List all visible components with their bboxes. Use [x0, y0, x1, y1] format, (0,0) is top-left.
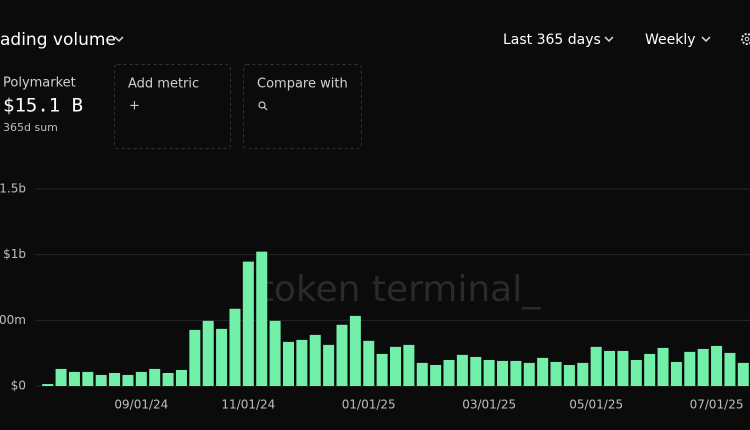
- y-tick-label: $1.5b: [0, 182, 26, 196]
- bar: [577, 362, 589, 386]
- y-tick-label: 00m: [0, 313, 26, 327]
- add-metric-card[interactable]: [114, 64, 231, 149]
- bar: [95, 374, 107, 386]
- bar: [684, 351, 696, 386]
- bar: [242, 261, 254, 386]
- bar: [617, 350, 629, 386]
- chevron[interactable]: [604, 36, 614, 43]
- bar: [537, 357, 549, 386]
- x-tick-label: 01/01/25: [342, 398, 396, 412]
- bar: [590, 346, 602, 386]
- bar: [269, 320, 281, 386]
- bar: [456, 354, 468, 386]
- x-tick-label: 09/01/24: [114, 398, 168, 412]
- bar: [416, 362, 428, 386]
- bar: [323, 344, 335, 386]
- bar: [122, 374, 134, 386]
- bar: [189, 329, 201, 386]
- bar: [390, 346, 401, 386]
- y-tick-label: $1b: [3, 247, 26, 261]
- bar: [135, 371, 147, 386]
- bar: [523, 362, 535, 386]
- range-select[interactable]: Last 365 days: [503, 32, 601, 48]
- card-note: 365d sum: [3, 121, 58, 134]
- bar: [216, 328, 228, 386]
- card-title: Polymarket: [3, 76, 76, 91]
- bar: [510, 360, 522, 386]
- bar: [443, 359, 455, 386]
- chevron[interactable]: [701, 36, 711, 43]
- bar: [349, 315, 361, 386]
- bar: [550, 361, 562, 386]
- bar: [670, 361, 682, 386]
- bar: [309, 334, 321, 386]
- card-title[interactable]: Compare with: [257, 77, 348, 92]
- bar: [724, 352, 736, 386]
- add-icon[interactable]: +: [129, 99, 140, 114]
- x-tick-label: 11/01/24: [221, 398, 275, 412]
- interval-select[interactable]: Weekly: [645, 32, 696, 48]
- bar: [42, 384, 54, 386]
- bar: [697, 348, 709, 386]
- bar: [55, 368, 67, 386]
- y-tick-label: $0: [11, 379, 26, 393]
- page-title[interactable]: ading volume: [0, 30, 116, 50]
- settings-icon[interactable]: [741, 33, 750, 45]
- bar: [149, 368, 161, 386]
- bar: [470, 356, 482, 386]
- bar: [497, 360, 509, 386]
- bar: [202, 320, 214, 386]
- bar: [175, 369, 187, 386]
- bar: [229, 308, 241, 386]
- x-tick-label: 07/01/25: [690, 398, 744, 412]
- bar: [256, 251, 268, 386]
- bar: [604, 350, 616, 386]
- card-value: $15.1 B: [3, 95, 83, 117]
- bar: [644, 353, 656, 386]
- bar: [282, 341, 294, 386]
- bar: [483, 359, 495, 386]
- bar: [68, 371, 80, 386]
- bar: [711, 345, 723, 386]
- bar: [403, 344, 415, 386]
- bar: [376, 353, 388, 386]
- bar: [563, 364, 575, 386]
- bar: [363, 340, 375, 386]
- bar: [296, 339, 308, 386]
- compare-card[interactable]: [243, 64, 362, 149]
- bar: [336, 324, 348, 386]
- chevron[interactable]: [114, 36, 124, 43]
- bar: [109, 372, 121, 386]
- bar: [162, 372, 174, 386]
- bar: [82, 371, 94, 386]
- x-tick-label: 03/01/25: [462, 398, 516, 412]
- search-icon[interactable]: [258, 101, 268, 111]
- watermark: token terminal_: [260, 269, 541, 310]
- bar: [657, 347, 669, 386]
- bar: [430, 364, 442, 386]
- card-title[interactable]: Add metric: [128, 77, 199, 92]
- bar: [737, 362, 749, 386]
- x-tick-label: 05/01/25: [569, 398, 623, 412]
- bar: [630, 359, 642, 386]
